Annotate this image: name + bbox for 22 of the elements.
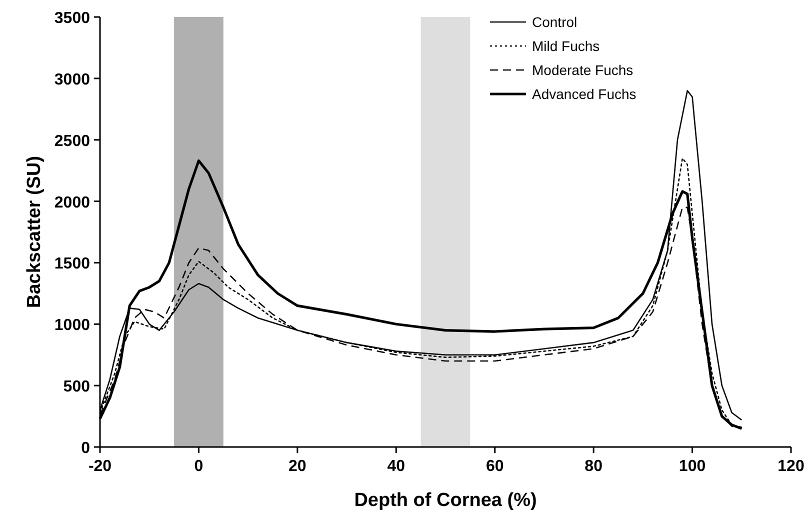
legend-label: Mild Fuchs: [532, 38, 600, 54]
x-axis-title: Depth of Cornea (%): [354, 490, 537, 511]
y-tick-label: 0: [81, 440, 90, 457]
x-tick-label: 100: [678, 458, 706, 475]
y-tick-label: 1000: [54, 317, 90, 334]
x-tick-label: 60: [486, 458, 504, 475]
x-tick-label: -20: [88, 458, 112, 475]
legend-label: Control: [532, 14, 578, 30]
y-tick-label: 500: [63, 378, 90, 396]
y-tick-label: 2000: [54, 194, 90, 212]
y-tick-label: 3000: [54, 71, 90, 88]
x-tick-label: 20: [288, 458, 306, 475]
legend-label: Moderate Fuchs: [532, 62, 634, 78]
y-axis-title: Backscatter (SU): [24, 156, 45, 308]
y-tick-label: 3500: [54, 10, 90, 27]
legend-label: Advanced Fuchs: [532, 86, 636, 102]
x-tick-label: 0: [194, 458, 204, 475]
y-tick-label: 1500: [54, 256, 90, 273]
x-tick-label: 120: [778, 458, 804, 475]
y-tick-label: 2500: [54, 132, 90, 150]
x-tick-label: 80: [584, 458, 603, 475]
x-tick-label: 40: [387, 458, 406, 475]
